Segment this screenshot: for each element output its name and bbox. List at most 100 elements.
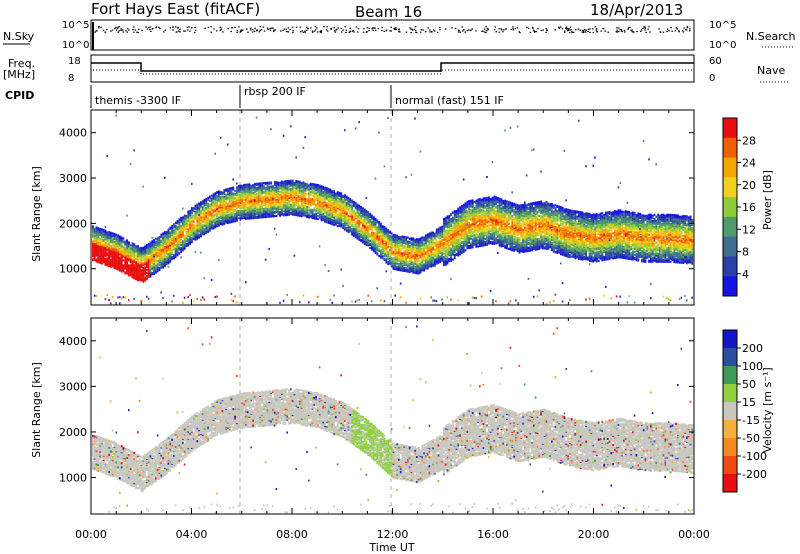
frequency-strip: Freq. [MHz] 18 8 60 0 Nave	[3, 54, 790, 84]
echo-cell	[353, 209, 355, 212]
noise-sample	[122, 31, 125, 33]
noise-sample	[510, 28, 512, 31]
echo-cell	[284, 180, 287, 183]
echo-cell	[318, 200, 321, 203]
echo-cell	[171, 225, 173, 228]
echo-cell	[299, 213, 301, 216]
echo-cell	[363, 234, 366, 237]
echo-cell	[308, 192, 310, 195]
noise-sample	[592, 31, 595, 34]
echo-cell	[255, 182, 258, 185]
echo-cell	[146, 272, 148, 275]
echo-cell	[273, 201, 276, 204]
ground-cell	[232, 300, 234, 303]
echo-cell	[192, 216, 195, 219]
noise-sample	[495, 31, 497, 33]
echo-cell	[376, 248, 379, 251]
echo-cell	[110, 258, 112, 261]
noise-sample	[301, 30, 303, 32]
echo-cell	[311, 212, 314, 216]
noise-sample	[393, 28, 395, 30]
echo-cell	[387, 253, 389, 256]
echo-cell	[333, 217, 335, 220]
noise-sample	[118, 26, 121, 28]
scatter-cell	[153, 255, 155, 258]
scatter-cell	[304, 136, 306, 139]
echo-cell	[239, 190, 242, 193]
echo-cell	[214, 217, 217, 220]
echo-cell	[264, 181, 267, 185]
echo-cell	[239, 188, 242, 191]
noise-sample	[678, 30, 680, 32]
echo-cell	[140, 277, 143, 280]
echo-cell	[140, 272, 143, 275]
echo-cell	[326, 204, 328, 207]
noise-sample	[587, 30, 589, 32]
echo-cell	[281, 188, 283, 191]
noise-sample	[542, 29, 544, 31]
noise-sample	[260, 29, 263, 31]
echo-cell	[169, 226, 172, 229]
echo-cell	[351, 211, 353, 214]
echo-cell	[288, 209, 290, 212]
echo-cell	[288, 190, 290, 193]
echo-cell	[187, 228, 190, 231]
echo-cell	[146, 269, 148, 272]
echo-cell	[93, 227, 96, 230]
echo-cell	[371, 242, 373, 245]
scatter-cell	[286, 293, 288, 296]
echo-cell	[311, 209, 314, 212]
echo-cell	[149, 259, 152, 262]
nave-tick-bottom: 0	[709, 73, 715, 84]
echo-cell	[311, 203, 314, 206]
echo-cell	[147, 266, 150, 269]
echo-cell	[376, 226, 379, 229]
echo-cell	[230, 208, 233, 211]
echo-cell	[174, 237, 177, 240]
noise-sample	[251, 29, 254, 31]
echo-cell	[369, 215, 371, 219]
echo-cell	[266, 203, 269, 206]
echo-cell	[180, 220, 182, 224]
echo-cell	[236, 212, 238, 215]
echo-cell	[180, 216, 182, 220]
echo-cell	[95, 234, 98, 237]
noise-sample	[616, 29, 619, 31]
echo-cell	[205, 220, 208, 223]
echo-cell	[99, 230, 101, 233]
echo-cell	[234, 197, 236, 200]
noise-sample	[563, 31, 566, 33]
echo-cell	[97, 236, 100, 239]
echo-cell	[300, 206, 303, 209]
scatter-cell	[133, 149, 135, 152]
noise-sample	[272, 30, 275, 33]
echo-cell	[345, 198, 348, 201]
echo-cell	[281, 186, 283, 189]
echo-cell	[365, 236, 368, 240]
echo-cell	[155, 261, 157, 264]
echo-cell	[387, 229, 389, 232]
echo-cell	[338, 219, 341, 222]
echo-cell	[282, 213, 285, 216]
noise-sample	[287, 31, 289, 33]
echo-cell	[155, 264, 157, 267]
noise-sample	[643, 26, 645, 28]
scatter-cell	[104, 225, 107, 228]
echo-cell	[272, 185, 274, 188]
echo-cell	[212, 209, 215, 212]
echo-cell	[336, 200, 339, 203]
echo-cell	[311, 195, 314, 198]
echo-cell	[165, 255, 168, 258]
noise-sample	[595, 28, 598, 30]
echo-cell	[281, 193, 283, 196]
echo-cell	[302, 189, 305, 192]
echo-cell	[192, 237, 195, 240]
echo-cell	[311, 183, 314, 186]
echo-cell	[200, 212, 202, 215]
echo-cell	[182, 229, 184, 232]
echo-cell	[174, 224, 177, 227]
echo-cell	[200, 231, 202, 234]
echo-cell	[306, 215, 308, 218]
echo-cell	[128, 264, 130, 267]
echo-cell	[178, 252, 181, 255]
